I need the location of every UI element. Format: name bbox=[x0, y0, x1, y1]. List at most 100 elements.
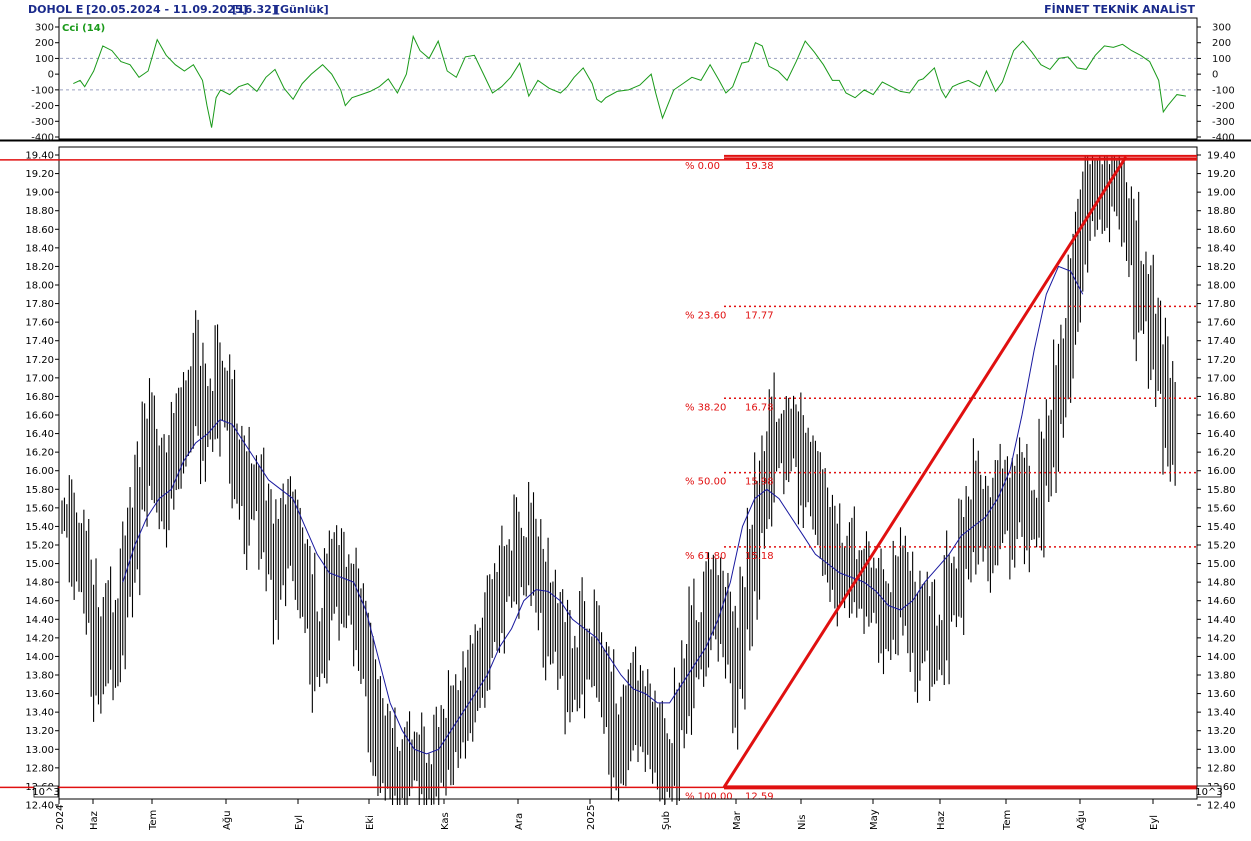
price-tick-right: 17.40 bbox=[1207, 336, 1236, 347]
price-tick-left: 15.40 bbox=[25, 522, 54, 533]
price-tick-left: 17.60 bbox=[25, 318, 54, 329]
fib-value-label: 15.98 bbox=[745, 477, 774, 488]
price-tick-right: 13.40 bbox=[1207, 708, 1236, 719]
price-tick-right: 17.80 bbox=[1207, 299, 1236, 310]
cci-tick-left: 100 bbox=[35, 54, 54, 65]
price-tick-right: 15.40 bbox=[1207, 522, 1236, 533]
cci-line bbox=[73, 34, 1186, 128]
price-tick-right: 14.60 bbox=[1207, 596, 1236, 607]
x-tick-label: Tem bbox=[148, 810, 159, 831]
price-tick-right: 14.20 bbox=[1207, 633, 1236, 644]
fib-value-label: 16.78 bbox=[745, 402, 774, 413]
price-tick-left: 15.80 bbox=[25, 485, 54, 496]
price-tick-right: 18.80 bbox=[1207, 206, 1236, 217]
header-period: [Günlük] bbox=[275, 3, 329, 16]
price-tick-right: 14.40 bbox=[1207, 615, 1236, 626]
header-range: [20.05.2024 - 11.09.2025] bbox=[86, 3, 247, 16]
price-tick-right: 16.60 bbox=[1207, 411, 1236, 422]
price-tick-left: 17.20 bbox=[25, 355, 54, 366]
fib-pct-label: % 50.00 bbox=[685, 477, 726, 488]
cci-tick-left: -100 bbox=[31, 85, 54, 96]
price-tick-left: 16.80 bbox=[25, 392, 54, 403]
price-tick-right: 17.20 bbox=[1207, 355, 1236, 366]
price-tick-right: 16.80 bbox=[1207, 392, 1236, 403]
fib-pct-label: % 61.80 bbox=[685, 551, 726, 562]
x-tick-label: Eyl bbox=[294, 815, 305, 830]
price-tick-right: 12.80 bbox=[1207, 763, 1236, 774]
fib-value-label: 19.38 bbox=[745, 161, 774, 172]
x-tick-label: Mar bbox=[732, 810, 743, 830]
price-tick-left: 13.60 bbox=[25, 689, 54, 700]
price-tick-right: 15.80 bbox=[1207, 485, 1236, 496]
price-tick-right: 16.40 bbox=[1207, 429, 1236, 440]
cci-tick-left: 300 bbox=[35, 23, 54, 34]
price-tick-right: 18.00 bbox=[1207, 281, 1236, 292]
cci-tick-right: -300 bbox=[1212, 117, 1235, 128]
price-tick-right: 18.20 bbox=[1207, 262, 1236, 273]
x-tick-label: Ağu bbox=[1075, 810, 1087, 830]
price-tick-right: 14.00 bbox=[1207, 652, 1236, 663]
price-tick-right: 13.20 bbox=[1207, 726, 1236, 737]
price-tick-left: 18.00 bbox=[25, 281, 54, 292]
price-tick-left: 16.20 bbox=[25, 448, 54, 459]
cci-panel bbox=[58, 17, 1198, 140]
price-tick-left: 13.20 bbox=[25, 726, 54, 737]
price-tick-right: 18.40 bbox=[1207, 243, 1236, 254]
cci-tick-right: 200 bbox=[1212, 38, 1231, 49]
cci-tick-left: -200 bbox=[31, 101, 54, 112]
x-tick-label: Haz bbox=[89, 811, 100, 830]
price-tick-left: 14.80 bbox=[25, 578, 54, 589]
price-tick-left: 16.40 bbox=[25, 429, 54, 440]
x-tick-label: 2024 bbox=[55, 805, 66, 830]
cci-tick-right: -100 bbox=[1212, 85, 1235, 96]
x-tick-label: Şub bbox=[661, 811, 672, 830]
x-tick-label: Tem bbox=[1002, 810, 1013, 831]
header-symbol: DOHOL E bbox=[28, 3, 83, 16]
price-tick-left: 17.40 bbox=[25, 336, 54, 347]
price-tick-left: 19.00 bbox=[25, 188, 54, 199]
header-last: [16.32] bbox=[232, 3, 277, 16]
price-tick-left: 18.20 bbox=[25, 262, 54, 273]
fib-value-label: 17.77 bbox=[745, 310, 774, 321]
cci-tick-right: -200 bbox=[1212, 101, 1235, 112]
price-tick-right: 15.20 bbox=[1207, 541, 1236, 552]
price-tick-left: 14.60 bbox=[25, 596, 54, 607]
x-tick-label: Haz bbox=[936, 811, 947, 830]
price-tick-left: 13.80 bbox=[25, 671, 54, 682]
price-tick-right: 15.00 bbox=[1207, 559, 1236, 570]
price-tick-right: 14.80 bbox=[1207, 578, 1236, 589]
price-tick-left: 14.40 bbox=[25, 615, 54, 626]
cci-y-ticks: 300 300 200 200 100 100 0 0 -100 -100 -200 -200 -300… bbox=[31, 23, 1234, 144]
x-tick-label: Nis bbox=[797, 815, 808, 830]
cci-series bbox=[73, 34, 1186, 128]
unit-label-left: 10^3 bbox=[32, 787, 59, 798]
price-tick-right: 13.00 bbox=[1207, 745, 1236, 756]
price-tick-left: 15.20 bbox=[25, 541, 54, 552]
cci-tick-right: -400 bbox=[1212, 133, 1235, 144]
fib-pct-label: % 38.20 bbox=[685, 402, 726, 413]
price-tick-right: 19.20 bbox=[1207, 169, 1236, 180]
cci-tick-right: 300 bbox=[1212, 23, 1231, 34]
x-tick-label: Kas bbox=[440, 812, 451, 830]
price-tick-left: 15.00 bbox=[25, 559, 54, 570]
unit-box-right bbox=[1196, 785, 1222, 798]
price-tick-left: 17.00 bbox=[25, 373, 54, 384]
price-tick-left: 15.60 bbox=[25, 503, 54, 514]
x-tick-label: 2025 bbox=[586, 805, 597, 830]
x-tick-label: Ara bbox=[514, 813, 525, 830]
price-tick-right: 16.20 bbox=[1207, 448, 1236, 459]
x-tick-label: Eki bbox=[365, 815, 376, 830]
unit-label-right: 10^3 bbox=[1195, 787, 1222, 798]
fibonacci-retracement: % 0.00 19.38 % 23.60 17.77 % 38.20 16.78 % 50.… bbox=[0, 154, 1197, 802]
fib-pct-label: % 23.60 bbox=[685, 310, 726, 321]
price-tick-left: 12.40 bbox=[25, 801, 54, 812]
price-tick-right: 12.40 bbox=[1207, 801, 1236, 812]
header-brand: FİNNET TEKNİK ANALİST bbox=[1044, 2, 1195, 16]
x-tick-label: May bbox=[869, 809, 880, 830]
price-tick-left: 14.20 bbox=[25, 633, 54, 644]
price-tick-left: 12.80 bbox=[25, 763, 54, 774]
price-tick-left: 17.80 bbox=[25, 299, 54, 310]
price-tick-left: 13.40 bbox=[25, 708, 54, 719]
price-tick-right: 16.00 bbox=[1207, 466, 1236, 477]
